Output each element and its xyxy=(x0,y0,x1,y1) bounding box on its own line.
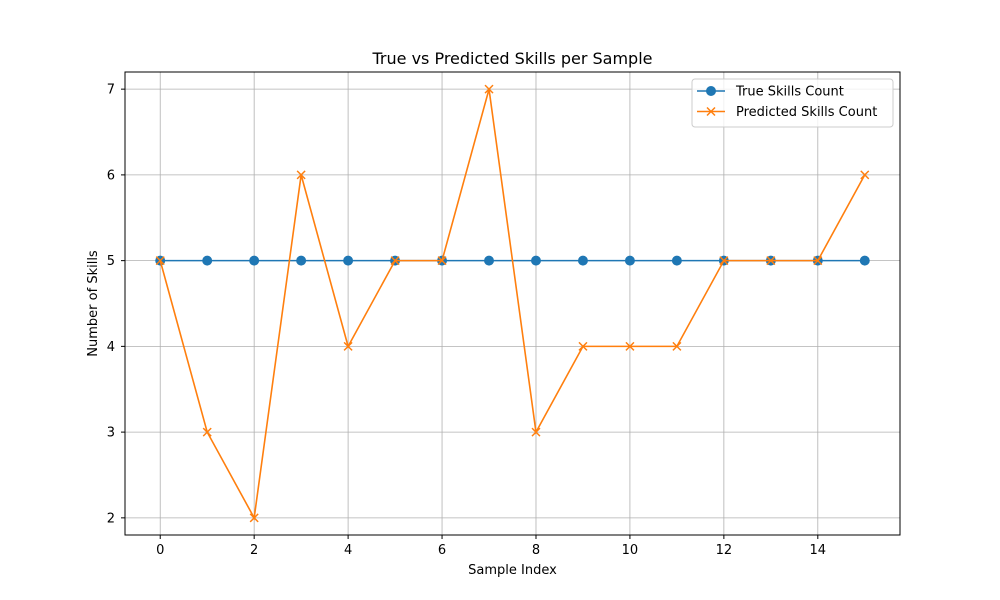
data-point xyxy=(343,341,353,351)
data-point xyxy=(484,255,495,266)
data-point xyxy=(813,256,823,266)
series-line xyxy=(159,88,866,521)
x-tick-label: 12 xyxy=(716,543,733,558)
data-point xyxy=(296,170,306,180)
legend-entries: True Skills Count Predicted Skills Count xyxy=(697,85,877,120)
y-tick-label: 5 xyxy=(107,254,115,269)
y-tick-label: 6 xyxy=(107,168,115,183)
data-point xyxy=(625,341,635,351)
grid xyxy=(125,72,900,535)
chart-title: True vs Predicted Skills per Sample xyxy=(372,49,653,68)
data-point xyxy=(578,341,588,351)
data-point xyxy=(249,255,260,266)
x-tick-label: 14 xyxy=(810,543,827,558)
data-point xyxy=(249,513,259,523)
y-tick-label: 2 xyxy=(107,511,115,526)
x-tick-label: 8 xyxy=(532,543,540,558)
data-point xyxy=(860,170,870,180)
series-predicted-skills xyxy=(155,84,870,523)
x-axis-label: Sample Index xyxy=(468,563,557,578)
y-tick-label: 3 xyxy=(107,426,115,441)
x-tick-label: 2 xyxy=(250,543,258,558)
data-point xyxy=(719,256,729,266)
data-point xyxy=(484,84,494,94)
data-point xyxy=(343,255,354,266)
data-point xyxy=(577,255,588,266)
data-point xyxy=(531,427,541,437)
legend-entry: True Skills Count xyxy=(697,85,844,100)
data-point xyxy=(530,255,541,266)
data-point xyxy=(202,427,212,437)
data-point xyxy=(390,256,400,266)
data-point xyxy=(437,256,447,266)
legend-entry: Predicted Skills Count xyxy=(697,105,877,120)
legend-marker xyxy=(706,86,716,96)
y-tick-label: 7 xyxy=(107,83,115,98)
legend-marker xyxy=(706,106,716,117)
data-point xyxy=(296,255,307,266)
axis-ticks: 0 2 4 6 8 10 12 14 2 3 4 5 6 7 xyxy=(107,83,826,558)
x-tick-label: 4 xyxy=(344,543,352,558)
legend-label: True Skills Count xyxy=(735,85,844,100)
data-point xyxy=(671,255,682,266)
data-point xyxy=(155,256,165,266)
y-tick-label: 4 xyxy=(107,340,115,355)
legend: True Skills Count Predicted Skills Count xyxy=(691,78,894,128)
data-point xyxy=(859,255,870,266)
series-layer xyxy=(155,84,870,523)
x-tick-label: 0 xyxy=(156,543,164,558)
y-axis-label: Number of Skills xyxy=(86,250,101,357)
plot-frame xyxy=(124,71,901,536)
x-tick-label: 10 xyxy=(622,543,639,558)
data-point xyxy=(202,255,213,266)
legend-box xyxy=(691,78,894,128)
data-point xyxy=(624,255,635,266)
x-tick-label: 6 xyxy=(438,543,446,558)
data-point xyxy=(766,256,776,266)
data-point xyxy=(672,341,682,351)
legend-label: Predicted Skills Count xyxy=(736,105,877,120)
